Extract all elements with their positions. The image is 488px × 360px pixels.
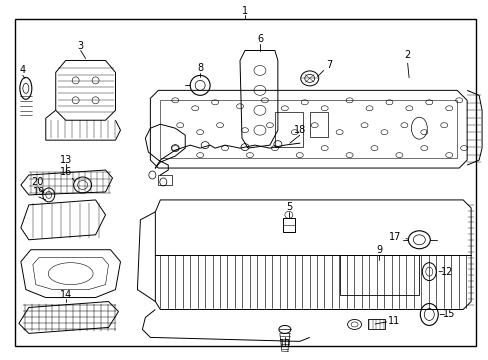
- Text: 8: 8: [197, 63, 203, 73]
- Bar: [309, 112, 327, 137]
- Text: 10: 10: [278, 339, 290, 349]
- Text: 3: 3: [78, 41, 83, 50]
- Bar: [282, 218, 294, 232]
- Text: 9: 9: [376, 245, 382, 255]
- Text: 5: 5: [285, 202, 291, 212]
- Text: 14: 14: [60, 289, 72, 300]
- Text: 6: 6: [256, 33, 263, 44]
- Text: 15: 15: [442, 310, 454, 319]
- Text: 20: 20: [32, 177, 44, 187]
- Text: 16: 16: [60, 167, 72, 177]
- Text: 11: 11: [387, 316, 400, 327]
- Bar: [339, 255, 419, 294]
- Text: 18: 18: [293, 125, 305, 135]
- Text: 4: 4: [20, 66, 26, 76]
- Bar: [367, 319, 385, 329]
- Text: 19: 19: [33, 187, 45, 197]
- Text: 2: 2: [404, 50, 409, 60]
- Text: 13: 13: [60, 155, 72, 165]
- Text: 7: 7: [326, 60, 332, 71]
- Text: 1: 1: [242, 6, 247, 15]
- Bar: [160, 100, 456, 158]
- Bar: [158, 175, 172, 185]
- Bar: [274, 112, 302, 147]
- Text: 17: 17: [388, 232, 401, 242]
- Text: 12: 12: [440, 267, 452, 276]
